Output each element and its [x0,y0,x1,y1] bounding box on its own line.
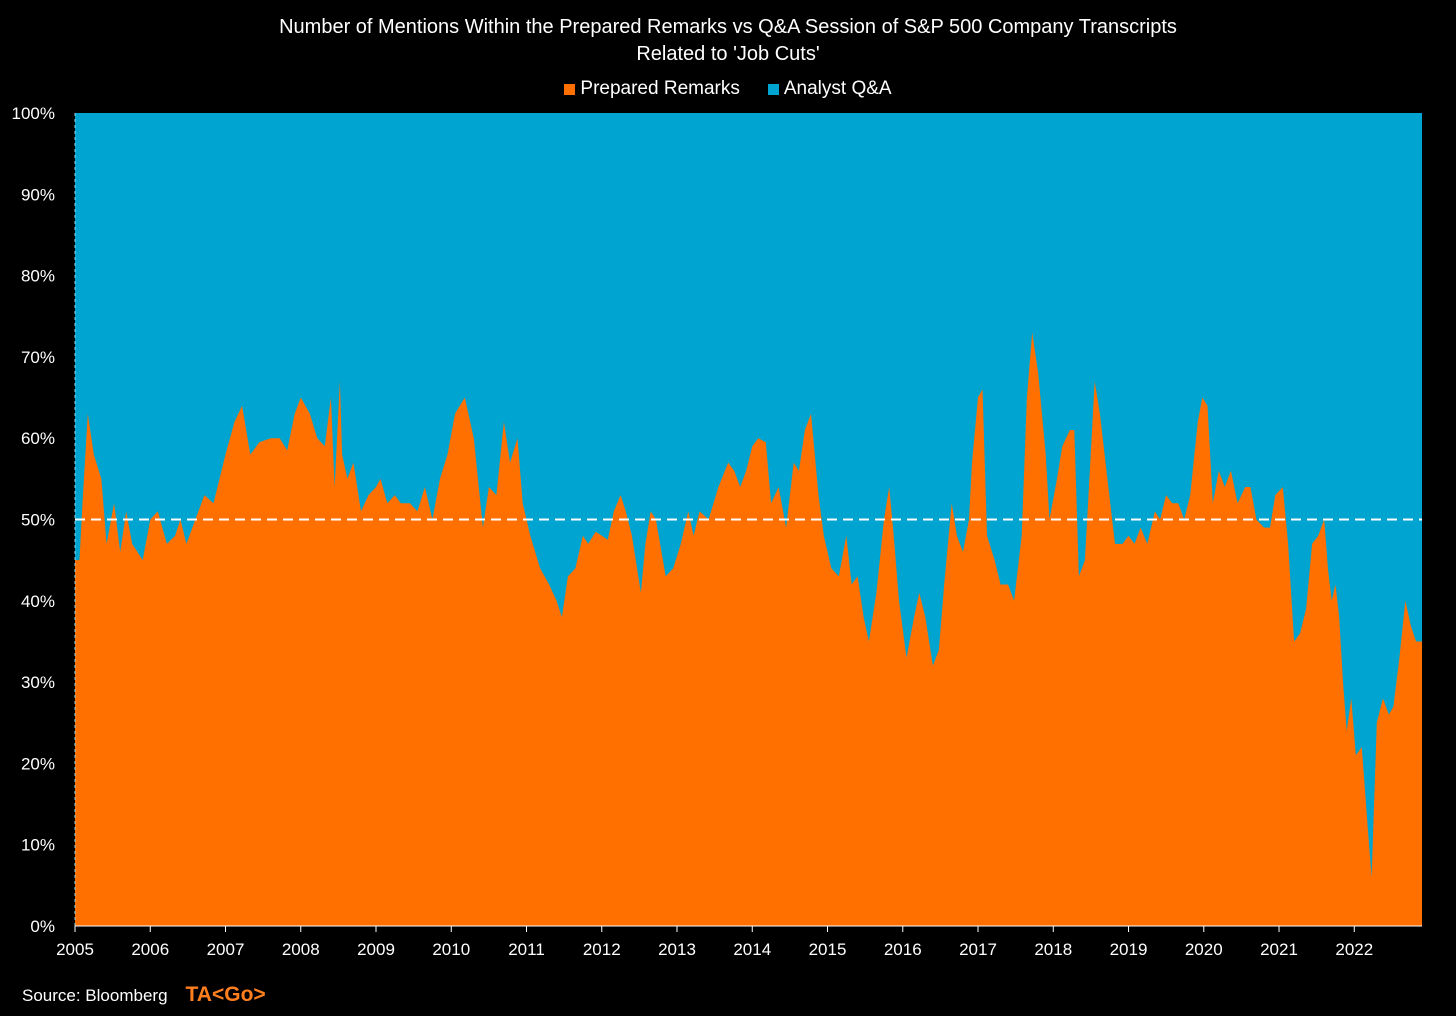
legend-label-prepared-remarks: Prepared Remarks [580,78,740,99]
legend-swatch-analyst-qa [767,83,779,95]
y-tick-label: 60% [21,429,55,448]
area-prepared-remarks [75,332,1422,926]
y-tick-label: 10% [21,836,55,855]
legend-item-analyst-qa: Analyst Q&A [767,78,892,100]
x-tick-label: 2017 [959,940,997,959]
x-tick-label: 2021 [1260,940,1298,959]
y-tick-label: 30% [21,673,55,692]
chart-title-line1: Number of Mentions Within the Prepared R… [279,16,1177,38]
x-tick-label: 2010 [432,940,470,959]
y-tick-label: 80% [21,267,55,286]
chart-title-line2: Related to 'Job Cuts' [636,43,820,65]
x-tick-label: 2020 [1185,940,1223,959]
x-tick-label: 2009 [357,940,395,959]
y-tick-label: 90% [21,185,55,204]
x-tick-label: 2014 [733,940,771,959]
source-text: Source: Bloomberg [22,986,168,1005]
x-tick-label: 2016 [884,940,922,959]
x-tick-label: 2012 [583,940,621,959]
x-tick-label: 2013 [658,940,696,959]
x-tick-label: 2018 [1034,940,1072,959]
x-tick-label: 2005 [56,940,94,959]
x-tick-label: 2019 [1110,940,1148,959]
x-tick-label: 2007 [207,940,245,959]
y-tick-label: 20% [21,754,55,773]
brand-logo: TA<Go> [185,983,266,1006]
x-tick-label: 2011 [508,940,545,959]
x-tick-label: 2022 [1335,940,1373,959]
x-tick-label: 2015 [809,940,847,959]
y-tick-label: 50% [21,511,55,530]
legend-label-analyst-qa: Analyst Q&A [783,78,892,99]
y-tick-label: 70% [21,348,55,367]
legend: Prepared Remarks Analyst Q&A [0,78,1456,100]
footer: Source: Bloomberg TA<Go> [22,983,266,1007]
y-tick-label: 100% [12,104,55,123]
y-tick-label: 40% [21,592,55,611]
x-tick-label: 2006 [131,940,169,959]
legend-swatch-prepared-remarks [564,83,576,95]
legend-item-prepared-remarks: Prepared Remarks [564,78,740,100]
y-tick-label: 0% [30,917,55,936]
x-tick-label: 2008 [282,940,320,959]
